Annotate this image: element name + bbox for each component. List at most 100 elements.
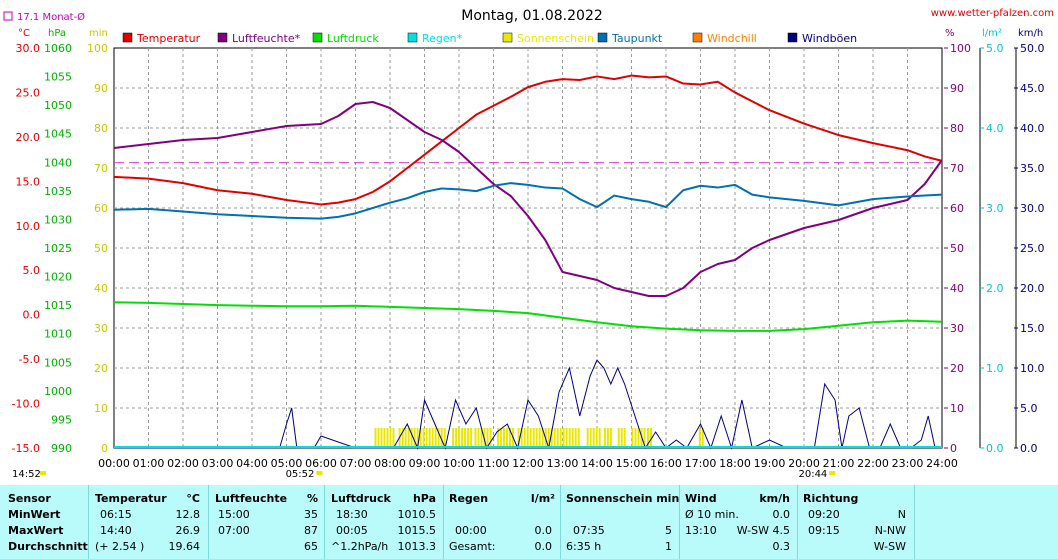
tick-label-temp: 0.0 [23,309,41,322]
legend-swatch-chill [692,32,703,43]
tick-label-hour: 07:00 [340,457,372,470]
tick-label-right-rain: 0.0 [986,442,1004,455]
sunshine-bar [477,428,480,448]
sunshine-bar [428,428,431,448]
sunshine-bar [499,428,502,448]
press-time: 00:05 [336,524,368,537]
sunshine-bar [496,428,499,448]
unit-sunshine: min [89,28,108,39]
legend-label-press: Luftdruck [327,32,379,45]
dir-val: N-NW [874,524,906,537]
legend-label-temp: Temperatur [136,32,201,45]
tick-label-sunshine_pct: 20 [94,362,108,375]
col-rain-unit: l/m² [530,492,555,505]
col-press: Luftdruck [331,492,391,505]
tick-label-hour: 13:00 [547,457,579,470]
tick-label-pressure: 995 [51,413,72,426]
sunshine-bar [620,428,623,448]
sunshine-bar [589,428,592,448]
tick-label-hour: 02:00 [167,457,199,470]
tick-label-right-wind: 35.0 [1020,162,1045,175]
sunshine-bar [559,428,562,448]
divider [324,485,325,559]
tick-label-hour: 06:00 [305,457,337,470]
stats-row-min: MinWert 06:15 12.8 15:00 35 18:30 1010.5… [0,507,1058,523]
col-temp-unit: °C [186,492,200,505]
wind-val: 0.0 [772,508,791,521]
tick-label-sunshine_pct: 80 [94,122,108,135]
legend-swatch-rain [407,32,418,43]
tick-label-hour: 20:00 [788,457,820,470]
tick-label-sunshine_pct: 60 [94,202,108,215]
tick-label-right-wind: 0.0 [1020,442,1038,455]
sunshine-bar [480,428,483,448]
sunshine-bar [640,428,643,448]
sunshine-bar [603,428,606,448]
temp-time: (+ 2.54 ) [95,540,145,553]
sunshine-bar [577,428,580,448]
sunshine-bar [631,428,634,448]
tick-label-right-sunshine_pct: 90 [950,82,964,95]
tick-label-temp: 20.0 [16,131,41,144]
sunshine-bar [520,428,523,448]
tick-label-sunshine_pct: 30 [94,322,108,335]
col-wind-unit: km/h [759,492,790,505]
sunshine-bar [425,428,428,448]
temp-time: 06:15 [100,508,132,521]
unit-temp: °C [18,28,30,39]
sunshine-bar [377,428,380,448]
site-url[interactable]: www.wetter-pfalzen.com [931,8,1054,19]
tick-label-right-sunshine_pct: 60 [950,202,964,215]
col-dir: Richtung [803,492,859,505]
sun-time-label: 20:44 [798,469,827,480]
tick-label-temp: 25.0 [16,86,41,99]
tick-label-pressure: 1005 [44,356,72,369]
series-line-windboen [114,359,942,450]
sunshine-bar [401,428,404,448]
sunshine-bar [634,428,637,448]
tick-label-sunshine_pct: 90 [94,82,108,95]
tick-label-temp: -5.0 [19,353,40,366]
tick-label-pressure: 1060 [44,42,72,55]
tick-label-hour: 04:00 [236,457,268,470]
sunrise-left-label: 14:52 [12,469,41,480]
tick-label-right-wind: 30.0 [1020,202,1045,215]
tick-label-right-sunshine_pct: 30 [950,322,964,335]
tick-label-sunshine_pct: 50 [94,242,108,255]
sunshine-bar [517,428,520,448]
tick-label-temp: 10.0 [16,220,41,233]
rain-time: 00:00 [455,524,487,537]
col-hum: Luftfeuchte [215,492,288,505]
sunshine-bar [556,428,559,448]
stats-row-max: MaxWert 14:40 26.9 07:00 87 00:05 1015.5… [0,523,1058,539]
sunshine-bar [643,428,646,448]
tick-label-right-rain: 5.0 [986,42,1004,55]
row-label: MinWert [8,508,61,521]
legend-swatch-gust [787,32,798,43]
tick-label-right-rain: 3.0 [986,202,1004,215]
dir-val: W-SW [873,540,906,553]
sunshine-bar [443,428,446,448]
tick-label-hour: 05:00 [271,457,303,470]
tick-label-pressure: 1025 [44,242,72,255]
sunshine-bar [623,428,626,448]
sunshine-bar [650,428,653,448]
sunshine-bar [502,428,505,448]
tick-label-right-rain: 2.0 [986,282,1004,295]
sun-icon [316,471,323,475]
sunshine-bar [637,428,640,448]
axis-ticks: 30.0 25.0 20.0 15.0 10.0 5.0 0.0 -5.0 -10.0 -15.0… [12,42,1045,480]
tick-label-pressure: 1015 [44,299,72,312]
temp-val: 26.9 [175,524,201,537]
tick-label-right-wind: 40.0 [1020,122,1045,135]
rain-val: 0.0 [534,540,553,553]
rain-val: 0.0 [534,524,553,537]
legend-swatch-press [312,32,323,43]
col-temp: Temperatur [95,492,167,505]
sunshine-bar [458,428,461,448]
col-sensor: Sensor [8,492,51,505]
sunshine-bar [407,428,410,448]
monthly-avg-label: 17.1 Monat-Ø [17,11,85,23]
sunshine-bar [380,428,383,448]
divider [88,485,89,559]
